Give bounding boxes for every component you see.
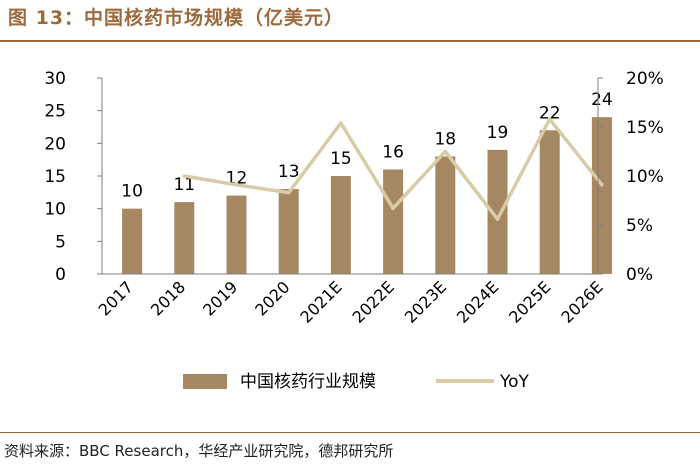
yoy-point-2024E [495, 217, 500, 221]
title-divider [0, 40, 700, 42]
legend-bar-label: 中国核药行业规模 [240, 372, 376, 392]
left-tick-label-10: 10 [44, 200, 66, 220]
bar-label-2021E: 15 [330, 149, 352, 169]
bar-2025E [539, 130, 560, 274]
bar-label-2024E: 19 [487, 123, 509, 143]
bar-series [122, 117, 612, 274]
bar-2022E [383, 169, 404, 274]
bar-label-2023E: 18 [434, 129, 456, 149]
left-tick-label-15: 15 [44, 167, 66, 187]
bar-2024E [487, 149, 508, 274]
legend-line-label: YoY [499, 372, 530, 392]
x-tick-label-2023E: 2023E [401, 277, 450, 326]
yoy-point-2019 [234, 183, 239, 187]
right-axis-ticks: 0% 5% 10% 15% 20% [598, 69, 664, 285]
left-tick-label-20: 20 [44, 134, 66, 154]
bar-2020 [278, 189, 299, 274]
bar-label-2022E: 16 [382, 142, 404, 162]
chart-legend: 中国核药行业规模 YoY [183, 372, 530, 392]
x-tick-label-2017: 2017 [95, 277, 137, 319]
x-tick-label-2020: 2020 [251, 277, 293, 319]
yoy-point-2022E [391, 206, 395, 211]
source-divider [0, 432, 700, 433]
yoy-point-2021E [339, 121, 343, 125]
x-tick-label-2019: 2019 [199, 277, 241, 319]
left-axis-ticks: 0 5 10 15 20 25 30 [44, 69, 102, 285]
bar-2019 [226, 195, 247, 274]
left-tick-label-5: 5 [55, 232, 66, 252]
x-tick-label-2018: 2018 [147, 277, 189, 319]
bar-2021E [330, 176, 351, 274]
yoy-point-2020 [286, 190, 291, 195]
bar-2018 [174, 202, 195, 274]
bar-2017 [122, 208, 143, 274]
bar-label-2020: 13 [278, 162, 300, 182]
bar-label-2026E: 24 [591, 90, 613, 110]
figure-title: 图 13：中国核药市场规模（亿美元） [8, 7, 345, 29]
left-tick-label-25: 25 [44, 102, 66, 122]
yoy-point-2023E [443, 149, 448, 154]
yoy-point-2018 [182, 174, 187, 178]
legend-bar-swatch [183, 374, 227, 389]
x-tick-label-2026E: 2026E [557, 277, 606, 326]
source-note: 资料来源：BBC Research，华经产业研究院，德邦研究所 [4, 442, 394, 460]
right-tick-label-3: 15% [626, 118, 664, 138]
left-tick-label-0: 0 [55, 265, 66, 285]
right-tick-label-0: 0% [626, 265, 653, 285]
yoy-line-series [182, 117, 604, 221]
yoy-point-2026E [600, 183, 604, 187]
x-tick-label-2024E: 2024E [453, 277, 502, 326]
x-tick-label-2022E: 2022E [349, 277, 398, 326]
x-tick-label-2021E: 2021E [296, 277, 345, 326]
bar-label-2018: 11 [173, 175, 195, 195]
yoy-point-2025E [547, 117, 552, 121]
bar-2026E [591, 117, 612, 274]
x-tick-label-2025E: 2025E [505, 277, 554, 326]
right-tick-label-2: 10% [626, 167, 664, 187]
left-tick-label-30: 30 [44, 69, 66, 89]
bar-label-2017: 10 [121, 182, 143, 202]
right-tick-label-1: 5% [626, 216, 653, 236]
x-axis-ticks: 2017 2018 2019 2020 2021E 2022E 2023E 2024E 2025… [95, 277, 607, 326]
right-tick-label-4: 20% [626, 69, 664, 89]
bar-2023E [435, 156, 456, 274]
bar-label-2025E: 22 [539, 103, 561, 123]
